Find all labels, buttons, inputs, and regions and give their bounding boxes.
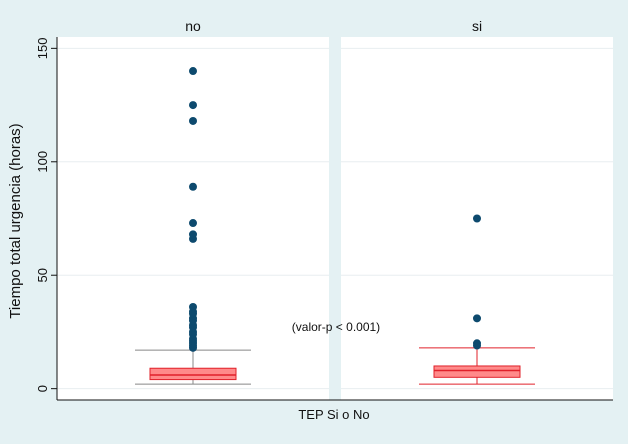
- y-axis: 0 50 100 150: [35, 37, 613, 401]
- panel-header: [341, 15, 613, 37]
- panel-si: si: [341, 15, 613, 400]
- y-tick-label: 150: [35, 37, 50, 59]
- y-tick-label: 50: [35, 268, 50, 282]
- iqr-box: [149, 367, 237, 381]
- x-axis-label: TEP Si o No: [298, 407, 369, 422]
- y-axis-label: Tiempo total urgencia (horas): [7, 123, 24, 318]
- panel-label: si: [472, 18, 482, 34]
- outlier-point: [189, 219, 197, 228]
- iqr-box: [433, 365, 521, 378]
- outlier-point: [473, 314, 481, 323]
- outlier-point: [189, 67, 197, 76]
- outlier-point: [189, 182, 197, 191]
- outlier-point: [473, 339, 481, 348]
- outlier-point: [473, 214, 481, 223]
- panels: no si: [57, 15, 613, 400]
- y-tick-label: 0: [35, 385, 50, 392]
- outlier-point: [189, 116, 197, 125]
- p-value-annotation: (valor-p < 0.001): [292, 320, 380, 334]
- outlier-point: [189, 230, 197, 239]
- panel-label: no: [185, 18, 201, 34]
- outlier-point: [189, 302, 197, 311]
- y-tick-label: 100: [35, 151, 50, 173]
- outlier-point: [189, 101, 197, 110]
- panel-header: [57, 15, 329, 37]
- panel-no: no: [57, 15, 329, 400]
